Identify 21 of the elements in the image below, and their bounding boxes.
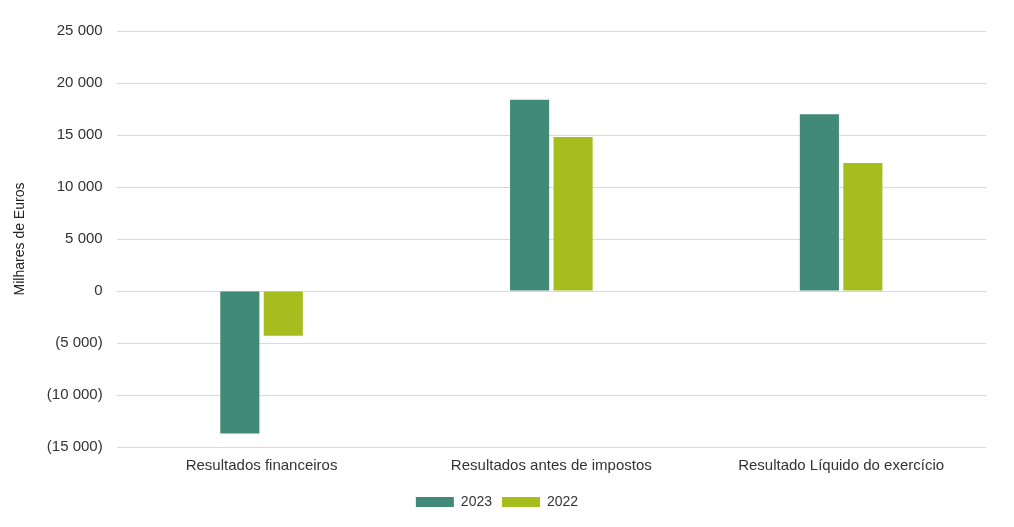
y-tick-label: (15 000) — [46, 437, 103, 455]
bar — [553, 137, 593, 291]
bar — [263, 291, 303, 336]
x-tick-label: Resultados antes de impostos — [450, 456, 652, 474]
x-tick-label: Resultados financeiros — [185, 456, 338, 474]
y-tick-label: 25 000 — [56, 21, 103, 39]
y-tick-label: (5 000) — [55, 333, 103, 351]
y-tick-label: 10 000 — [56, 177, 103, 195]
bar — [220, 291, 260, 434]
y-tick-label: 20 000 — [56, 73, 103, 91]
y-tick-label: 5 000 — [65, 229, 103, 247]
y-tick-label: 15 000 — [56, 125, 103, 143]
y-axis-title: Milhares de Euros — [11, 182, 28, 296]
legend-label: 2023 — [460, 492, 493, 509]
bar — [799, 114, 839, 291]
legend-label: 2022 — [547, 492, 579, 509]
bar — [843, 163, 883, 291]
y-tick-label: (10 000) — [46, 385, 103, 403]
bar — [510, 99, 550, 291]
y-tick-label: 0 — [94, 281, 103, 299]
x-tick-label: Resultado Líquido do exercício — [738, 456, 945, 474]
